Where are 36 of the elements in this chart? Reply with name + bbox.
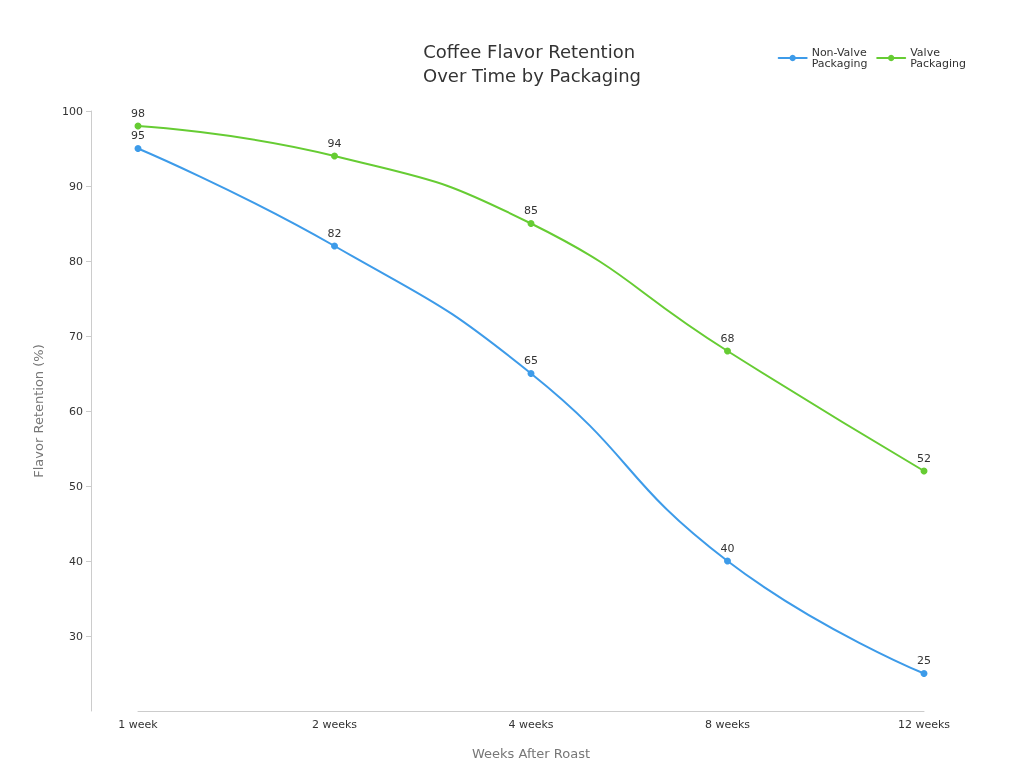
point (527, 220, 535, 227)
y-tick-label: 70 (69, 329, 83, 343)
data-label: 95 (131, 129, 145, 142)
point (134, 145, 142, 152)
data-label: 94 (327, 136, 342, 150)
data-label: 85 (524, 204, 538, 217)
y-tick-label: 40 (69, 554, 83, 568)
point (920, 670, 928, 677)
chart-title: Coffee Flavor Retention Over Time by Packaging (423, 40, 641, 86)
y-tick-label: 60 (69, 404, 83, 418)
data-label: 98 (131, 106, 145, 120)
data-label: 82 (327, 226, 342, 240)
x-tick-label: 8 weeks (704, 718, 751, 731)
y-tick-label: 30 (69, 629, 83, 643)
legend-label: Valve Packaging (910, 46, 967, 70)
y-tick-label: 80 (69, 254, 83, 268)
x-tick-label: 2 weeks (311, 718, 358, 731)
point (331, 242, 338, 250)
y-tick-label: 90 (69, 179, 83, 193)
point (527, 370, 535, 377)
x-tick-label: 12 weeks (897, 718, 951, 731)
y-tick-label: 100 (62, 104, 83, 118)
point (724, 557, 731, 565)
point (331, 152, 338, 160)
data-label: 68 (720, 331, 735, 345)
data-label: 25 (917, 654, 931, 667)
data-label: 52 (917, 451, 931, 465)
x-tick-label: 1 week (118, 718, 159, 731)
y-axis-title: Flavor Retention (%) (31, 344, 46, 478)
legend-label: Non-Valve Packaging (811, 46, 871, 70)
y-tick-label: 50 (69, 479, 83, 493)
data-label: 40 (720, 541, 735, 555)
x-axis-title: Weeks After Roast (471, 746, 591, 761)
point (724, 347, 731, 355)
x-tick-label: 4 weeks (508, 718, 554, 731)
data-label: 65 (524, 354, 538, 367)
